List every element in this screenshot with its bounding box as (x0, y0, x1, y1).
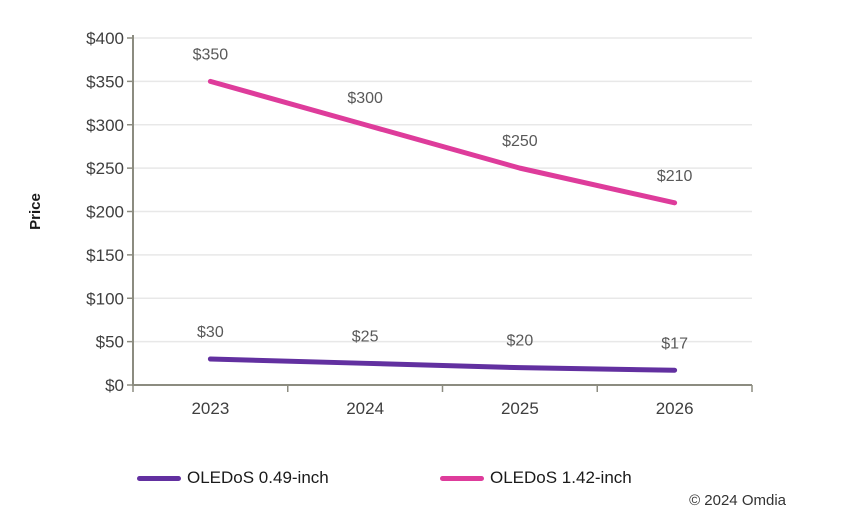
y-tick-label: $300 (86, 116, 124, 135)
series-line-0 (207, 356, 678, 373)
legend-label-oledos-049: OLEDoS 0.49-inch (187, 468, 329, 487)
data-label: $30 (197, 324, 224, 341)
copyright-text: © 2024 Omdia (689, 492, 786, 509)
x-tick-label-2023: 2023 (191, 399, 229, 418)
series-line-1 (207, 78, 678, 206)
price-line-chart: $0 $50 $100 $150 $200 $250 $300 $350 $400 2023 202… (27, 29, 753, 418)
y-axis-title: Price (27, 193, 44, 230)
legend-label-oledos-142: OLEDoS 1.42-inch (490, 468, 632, 487)
y-tick-label: $200 (86, 203, 124, 222)
data-label: $300 (347, 90, 383, 107)
data-label: $17 (661, 335, 688, 352)
y-tick-label: $0 (105, 376, 124, 395)
data-label: $25 (352, 328, 379, 345)
y-tick-label: $400 (86, 29, 124, 48)
y-tick-label: $100 (86, 289, 124, 308)
data-label: $250 (502, 133, 538, 150)
y-tick-label: $50 (96, 333, 124, 352)
data-label: $210 (657, 168, 693, 185)
legend-swatch-pink-line (440, 475, 484, 481)
data-label: $20 (507, 333, 534, 350)
y-tick-label: $150 (86, 246, 124, 265)
y-tick-label: $250 (86, 159, 124, 178)
x-tick-label-2026: 2026 (656, 399, 694, 418)
x-tick-label-2025: 2025 (501, 399, 539, 418)
legend-item-oledos-142: OLEDoS 1.42-inch (440, 468, 632, 487)
y-tick-label: $350 (86, 72, 124, 91)
x-tick-label-2024: 2024 (346, 399, 384, 418)
data-label: $350 (193, 46, 229, 63)
legend-swatch-purple-line (137, 475, 181, 481)
legend-item-oledos-049: OLEDoS 0.49-inch (137, 468, 329, 487)
